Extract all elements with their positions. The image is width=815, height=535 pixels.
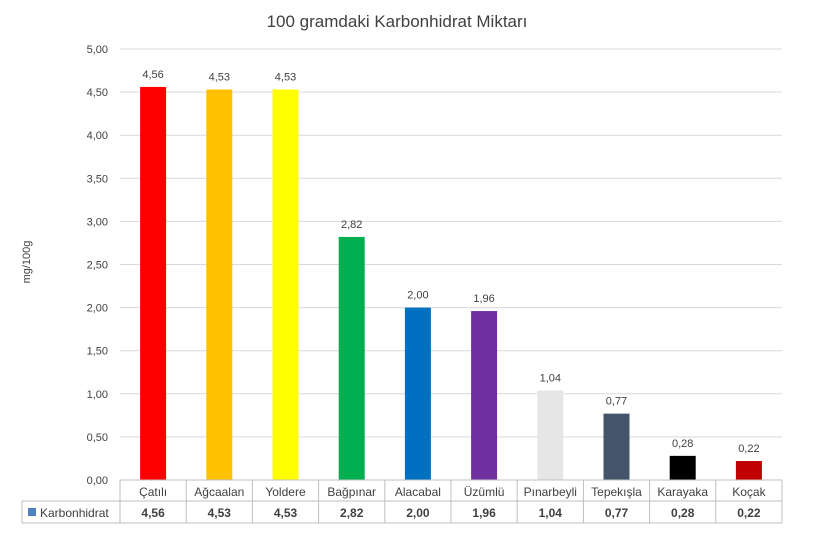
category-label: Pınarbeyli: [524, 485, 577, 499]
data-label: 4,53: [209, 72, 230, 84]
bar: [537, 390, 564, 480]
y-axis-label: mg/100g: [21, 241, 33, 284]
category-label: Bağpınar: [327, 485, 376, 499]
table-value: 4,53: [208, 506, 232, 520]
y-tick-label: 2,00: [87, 303, 108, 315]
category-label: Ağcaalan: [194, 485, 244, 499]
table-value: 0,28: [671, 506, 695, 520]
bar: [140, 86, 167, 480]
bar: [206, 89, 233, 480]
category-label: Karayaka: [657, 485, 708, 499]
table-value: 4,56: [141, 506, 165, 520]
y-tick-label: 3,00: [87, 216, 108, 228]
table-value: 1,96: [472, 506, 496, 520]
data-label: 0,77: [606, 396, 627, 408]
table-value: 0,77: [605, 506, 629, 520]
y-tick-label: 3,50: [87, 173, 108, 185]
bar: [338, 236, 365, 480]
category-label: Çatılı: [139, 485, 167, 499]
bar: [669, 455, 696, 480]
data-label: 1,04: [540, 372, 561, 384]
bar: [735, 461, 762, 480]
data-label: 2,82: [341, 219, 362, 231]
y-tick-label: 0,00: [87, 475, 108, 487]
chart-title: 100 gramdaki Karbonhidrat Miktarı: [267, 12, 528, 31]
y-tick-label: 4,50: [87, 87, 108, 99]
category-label: Tepekışla: [591, 485, 642, 499]
legend-swatch: [28, 508, 36, 516]
data-label: 0,22: [738, 443, 759, 455]
category-label: Koçak: [732, 485, 766, 499]
table-value: 4,53: [274, 506, 298, 520]
data-labels: 4,56 4,53 4,53 2,82 2,00 1,96 1,04 0,77 0,28 0,22: [142, 69, 759, 455]
table-value: 2,00: [406, 506, 430, 520]
table-value: 2,82: [340, 506, 364, 520]
data-label: 0,28: [672, 438, 693, 450]
y-tick-label: 4,00: [87, 130, 108, 142]
bar: [603, 413, 630, 480]
bar: [471, 311, 498, 480]
category-label: Alacabal: [395, 485, 441, 499]
bar: [404, 307, 431, 480]
data-label: 4,56: [142, 69, 163, 81]
table-value: 0,22: [737, 506, 761, 520]
data-label: 1,96: [473, 293, 494, 305]
table-value: 1,04: [539, 506, 563, 520]
y-tick-label: 1,50: [87, 346, 108, 358]
data-table: Çatılı Ağcaalan Yoldere Bağpınar Alacabal Üzü…: [21, 479, 783, 524]
data-label: 4,53: [275, 72, 296, 84]
category-label: Üzümlü: [464, 485, 505, 499]
y-tick-labels: 0,00 0,50 1,00 1,50 2,00 2,50 3,00 3,50 4,00 4,50…: [87, 44, 108, 487]
legend-series-name: Karbonhidrat: [40, 506, 109, 520]
y-tick-label: 0,50: [87, 432, 108, 444]
bars: [140, 86, 762, 480]
y-tick-label: 1,00: [87, 389, 108, 401]
y-tick-label: 2,50: [87, 260, 108, 272]
category-label: Yoldere: [265, 485, 306, 499]
bar: [272, 89, 299, 480]
y-tick-label: 5,00: [87, 44, 108, 56]
data-label: 2,00: [407, 290, 428, 302]
